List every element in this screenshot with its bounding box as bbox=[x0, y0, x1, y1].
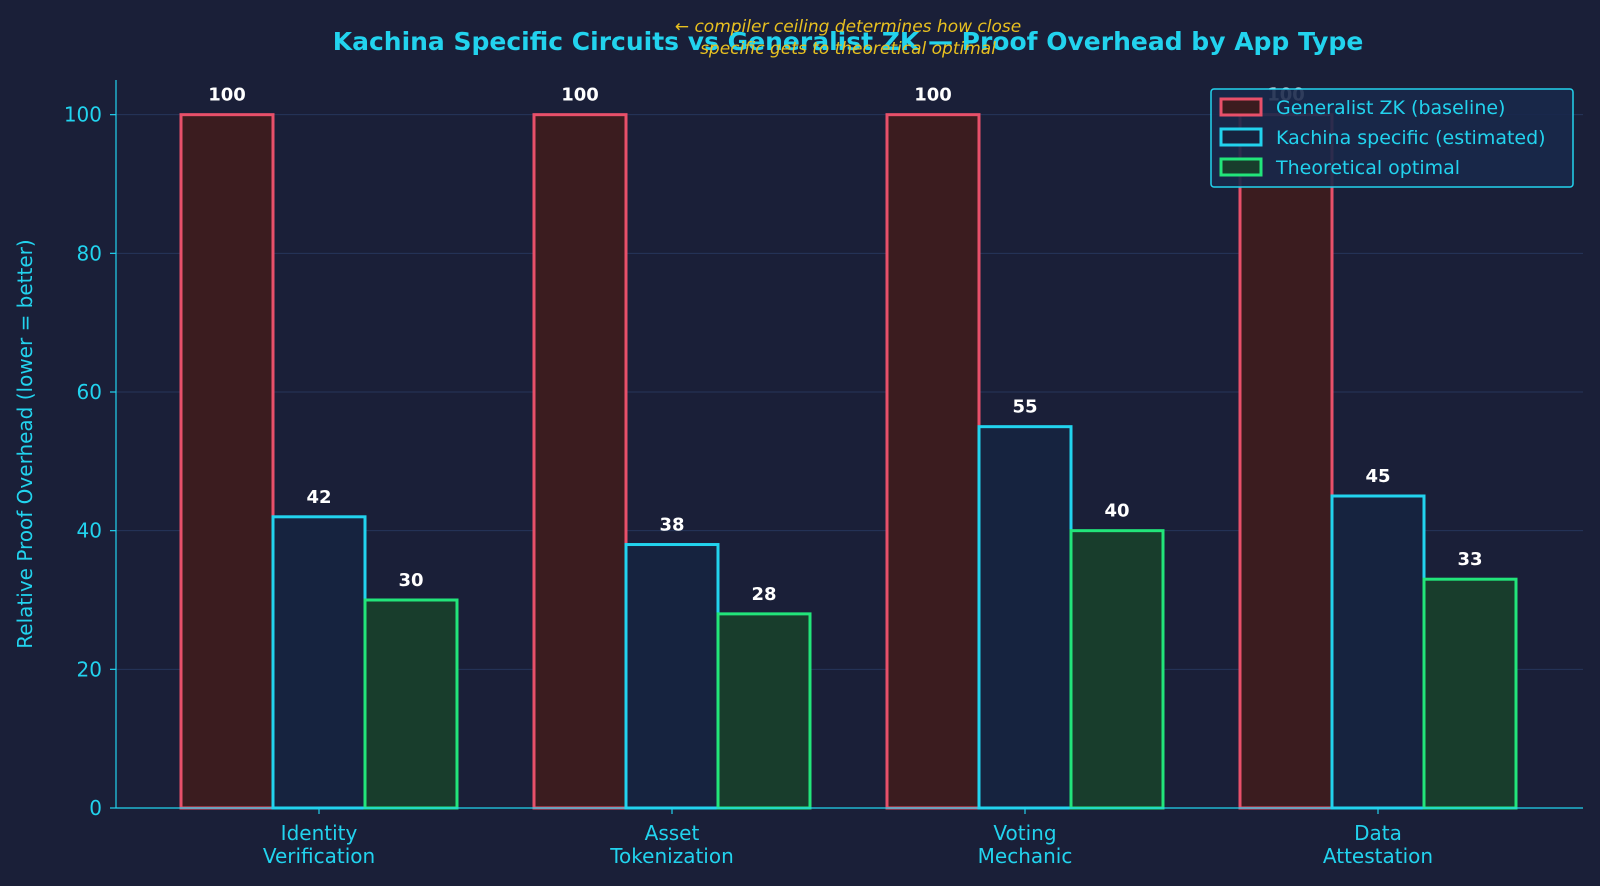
bar bbox=[716, 612, 812, 810]
bar bbox=[1238, 113, 1334, 810]
legend: Generalist ZK (baseline) Kachina specific… bbox=[1210, 88, 1574, 188]
legend-label: Generalist ZK (baseline) bbox=[1276, 97, 1505, 119]
bar bbox=[1069, 529, 1165, 810]
legend-label: Theoretical optimal bbox=[1275, 157, 1460, 179]
bar-value-label: 33 bbox=[1457, 549, 1482, 570]
bar bbox=[885, 113, 981, 810]
bar bbox=[1422, 577, 1518, 810]
bar-value-label: 28 bbox=[751, 584, 776, 605]
y-tick-label: 100 bbox=[64, 103, 102, 127]
bar-value-label: 100 bbox=[914, 85, 952, 106]
y-tick-label: 60 bbox=[77, 380, 102, 404]
bar bbox=[1330, 494, 1426, 810]
legend-box bbox=[1210, 88, 1574, 188]
legend-swatch bbox=[1219, 127, 1263, 147]
x-tick-label: Identity bbox=[281, 821, 358, 845]
x-tick-label: Mechanic bbox=[978, 844, 1073, 868]
chart-title: Kachina Specific Circuits vs Generalist … bbox=[333, 27, 1364, 56]
legend-swatch bbox=[1219, 157, 1263, 177]
bar bbox=[179, 113, 275, 810]
bar-labels: 1004230100382810055401004533 bbox=[208, 85, 1482, 605]
annotation-line-1: ← compiler ceiling determines how close bbox=[675, 17, 1021, 37]
annotation-line-2: specific gets to theoretical optimal bbox=[700, 39, 996, 59]
bar-value-label: 30 bbox=[398, 570, 423, 591]
x-tick-label: Verification bbox=[263, 844, 375, 868]
bar-value-label: 38 bbox=[659, 515, 684, 536]
bar-value-label: 40 bbox=[1104, 501, 1129, 522]
y-tick-label: 80 bbox=[77, 241, 102, 265]
bar-value-label: 100 bbox=[208, 85, 246, 106]
bar bbox=[624, 543, 720, 810]
bar bbox=[271, 515, 367, 810]
bar bbox=[363, 598, 459, 810]
x-tick-label: Tokenization bbox=[609, 844, 734, 868]
x-tick-label: Asset bbox=[645, 821, 700, 845]
bar-value-label: 55 bbox=[1012, 397, 1037, 418]
y-tick-label: 40 bbox=[77, 519, 102, 543]
x-tick-label: Voting bbox=[993, 821, 1056, 845]
bar-value-label: 45 bbox=[1365, 466, 1390, 487]
y-tick-label: 20 bbox=[77, 657, 102, 681]
legend-swatch bbox=[1219, 97, 1263, 117]
bar-value-label: 42 bbox=[306, 487, 331, 508]
bar-value-label: 100 bbox=[561, 85, 599, 106]
legend-label: Kachina specific (estimated) bbox=[1276, 127, 1546, 149]
y-tick-label: 0 bbox=[89, 796, 102, 820]
x-tick-label: Data bbox=[1354, 821, 1402, 845]
y-axis-label: Relative Proof Overhead (lower = better) bbox=[13, 239, 37, 648]
bar bbox=[977, 425, 1073, 810]
bars bbox=[179, 113, 1518, 810]
x-tick-label: Attestation bbox=[1323, 844, 1433, 868]
bar bbox=[532, 113, 628, 810]
